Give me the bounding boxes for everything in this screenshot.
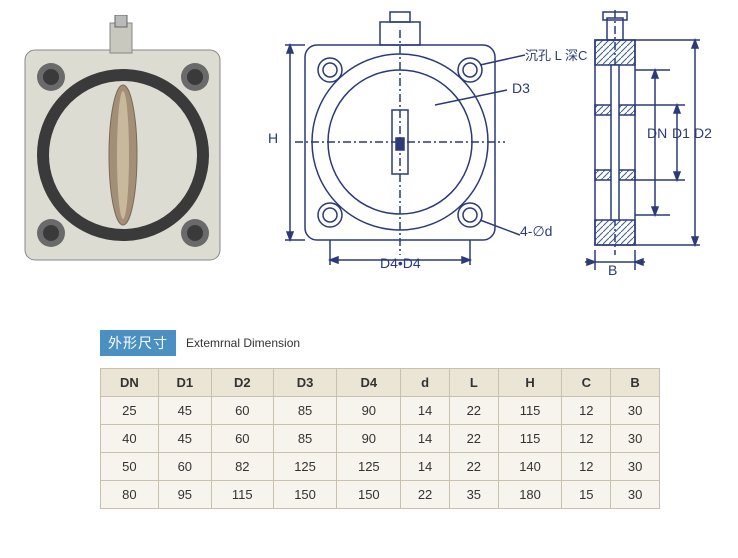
dimension-table: DND1D2D3D4dLHCB 254560859014221151230404…	[100, 368, 660, 509]
table-header-cell: D2	[211, 369, 273, 397]
table-cell: 115	[498, 397, 562, 425]
table-cell: 40	[101, 425, 159, 453]
table-cell: 85	[273, 397, 337, 425]
label-D1: D1	[672, 125, 690, 141]
label-hole-spec: 4-∅d	[520, 223, 552, 240]
side-section-view	[585, 10, 725, 280]
table-cell: 30	[611, 397, 660, 425]
table-header-cell: D3	[273, 369, 337, 397]
label-D4D4: D4•D4	[380, 255, 421, 271]
table-cell: 180	[498, 481, 562, 509]
table-cell: 50	[101, 453, 159, 481]
table-cell: 90	[337, 425, 401, 453]
table-cell: 30	[611, 453, 660, 481]
table-row: 254560859014221151230	[101, 397, 660, 425]
table-cell: 60	[211, 397, 273, 425]
table-cell: 60	[158, 453, 211, 481]
table-header-cell: C	[562, 369, 611, 397]
table-cell: 150	[337, 481, 401, 509]
table-cell: 22	[449, 397, 498, 425]
label-DN: DN	[647, 125, 667, 141]
dimension-table-section: 外形尺寸 Extemrnal Dimension DND1D2D3D4dLHCB…	[100, 330, 660, 509]
table-cell: 60	[211, 425, 273, 453]
table-cell: 30	[611, 425, 660, 453]
table-cell: 115	[498, 425, 562, 453]
table-cell: 85	[273, 425, 337, 453]
title-en: Extemrnal Dimension	[186, 336, 300, 350]
table-cell: 45	[158, 397, 211, 425]
table-cell: 12	[562, 397, 611, 425]
table-header-cell: D1	[158, 369, 211, 397]
table-cell: 150	[273, 481, 337, 509]
diagram-area: H D4•D4 D3 沉孔 L 深C 4-∅d	[0, 0, 738, 290]
table-header-cell: d	[401, 369, 450, 397]
table-cell: 140	[498, 453, 562, 481]
table-cell: 80	[101, 481, 159, 509]
label-H: H	[268, 130, 278, 146]
label-hole-note: 沉孔 L 深C	[525, 45, 587, 64]
section-title: 外形尺寸 Extemrnal Dimension	[100, 330, 660, 356]
table-cell: 115	[211, 481, 273, 509]
label-D2: D2	[694, 125, 712, 141]
table-cell: 12	[562, 453, 611, 481]
table-header-cell: D4	[337, 369, 401, 397]
table-row: 809511515015022351801530	[101, 481, 660, 509]
table-cell: 30	[611, 481, 660, 509]
table-header-cell: H	[498, 369, 562, 397]
label-D3: D3	[512, 80, 530, 96]
table-cell: 82	[211, 453, 273, 481]
label-B: B	[608, 262, 617, 278]
table-cell: 125	[273, 453, 337, 481]
table-cell: 14	[401, 425, 450, 453]
table-cell: 22	[449, 425, 498, 453]
table-header-cell: DN	[101, 369, 159, 397]
photo-isometric-view	[15, 15, 230, 270]
table-cell: 90	[337, 397, 401, 425]
table-cell: 35	[449, 481, 498, 509]
table-cell: 12	[562, 425, 611, 453]
table-header-cell: B	[611, 369, 660, 397]
table-cell: 45	[158, 425, 211, 453]
table-cell: 15	[562, 481, 611, 509]
table-row: 404560859014221151230	[101, 425, 660, 453]
table-cell: 14	[401, 453, 450, 481]
table-cell: 22	[449, 453, 498, 481]
table-cell: 22	[401, 481, 450, 509]
table-cell: 125	[337, 453, 401, 481]
table-cell: 95	[158, 481, 211, 509]
table-header-cell: L	[449, 369, 498, 397]
table-cell: 25	[101, 397, 159, 425]
title-cn-badge: 外形尺寸	[100, 330, 176, 356]
table-cell: 14	[401, 397, 450, 425]
table-row: 50608212512514221401230	[101, 453, 660, 481]
